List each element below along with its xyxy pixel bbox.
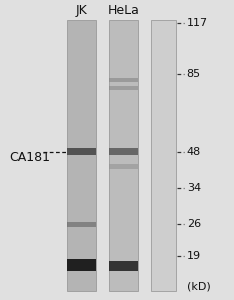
Bar [67, 148, 96, 155]
Text: 48: 48 [187, 147, 201, 157]
Text: CA181: CA181 [9, 151, 50, 164]
Text: JK: JK [75, 4, 87, 17]
Bar [151, 20, 176, 291]
Text: HeLa: HeLa [107, 4, 139, 17]
Text: 26: 26 [187, 219, 201, 229]
Text: 117: 117 [187, 18, 208, 28]
Bar [67, 222, 96, 227]
Text: 19: 19 [187, 250, 201, 261]
Bar [67, 259, 96, 271]
Bar [109, 148, 138, 155]
Bar [109, 261, 138, 271]
Text: 34: 34 [187, 183, 201, 193]
Bar [109, 164, 138, 169]
Text: 85: 85 [187, 69, 201, 79]
Bar [109, 20, 138, 291]
Bar [109, 78, 138, 82]
Text: (kD): (kD) [187, 281, 210, 291]
Bar [67, 20, 96, 291]
Bar [109, 86, 138, 90]
